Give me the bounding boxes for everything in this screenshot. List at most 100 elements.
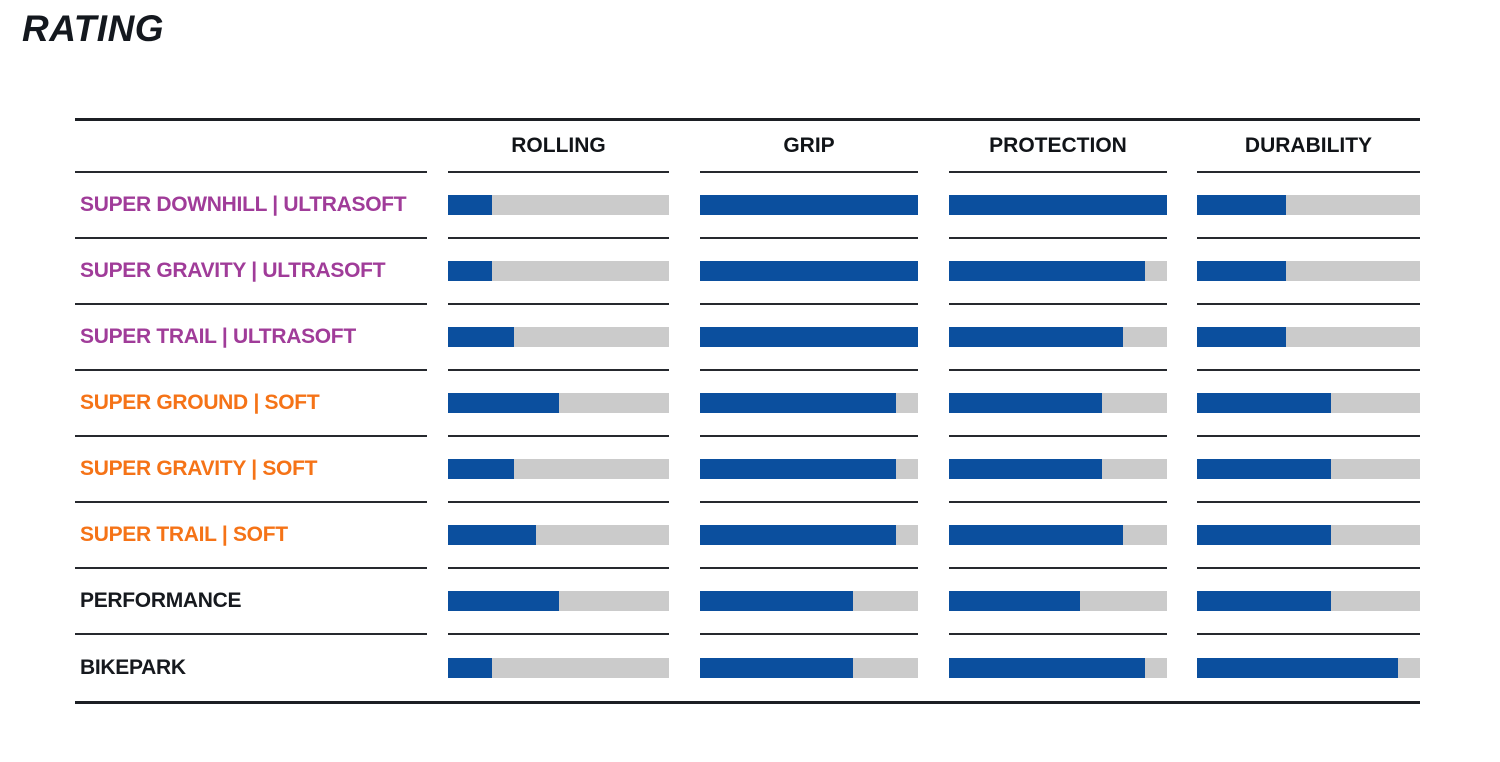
- table-body: SUPER DOWNHILL | ULTRASOFT SUPER GRAVITY …: [75, 173, 1420, 701]
- rating-bar-cell-rolling: [448, 437, 669, 503]
- rating-bar-track: [949, 658, 1167, 678]
- rating-bar-cell-protection: [949, 635, 1167, 701]
- rating-bar-fill: [1197, 591, 1331, 611]
- rating-bar-cell-rolling: [448, 305, 669, 371]
- column-gap: [918, 305, 949, 371]
- rating-bar-track: [949, 591, 1167, 611]
- rating-bar-fill: [700, 591, 853, 611]
- rating-bar-fill: [700, 393, 897, 413]
- rating-bar-track: [700, 658, 918, 678]
- rating-bar-fill: [700, 261, 918, 281]
- rating-bar-track: [700, 393, 918, 413]
- rating-bar-fill: [448, 195, 493, 215]
- row-label: SUPER DOWNHILL | ULTRASOFT: [75, 173, 427, 239]
- rating-bar-cell-grip: [700, 371, 918, 437]
- rating-bar-fill: [700, 658, 853, 678]
- column-gap: [669, 503, 700, 569]
- rating-bar-track: [949, 327, 1167, 347]
- column-gap: [427, 239, 448, 305]
- column-gap: [427, 305, 448, 371]
- row-label: SUPER GRAVITY | SOFT: [75, 437, 427, 503]
- rating-bar-track: [700, 525, 918, 545]
- table-row: SUPER TRAIL | SOFT: [75, 503, 1420, 569]
- rating-bar-cell-durability: [1197, 305, 1420, 371]
- rating-bar-fill: [448, 327, 515, 347]
- column-gap: [1167, 503, 1197, 569]
- rating-bar-track: [448, 393, 669, 413]
- rating-bar-fill: [1197, 261, 1287, 281]
- rating-bar-fill: [700, 195, 918, 215]
- rating-bar-track: [700, 261, 918, 281]
- rating-bar-cell-durability: [1197, 371, 1420, 437]
- column-header-grip: GRIP: [700, 121, 918, 173]
- rating-bar-fill: [1197, 327, 1287, 347]
- rating-bar-fill: [949, 195, 1167, 215]
- column-gap: [427, 173, 448, 239]
- rating-bar-fill: [448, 658, 493, 678]
- rating-bar-cell-rolling: [448, 173, 669, 239]
- rating-bar-track: [1197, 195, 1420, 215]
- rating-bar-track: [1197, 591, 1420, 611]
- column-gap: [1167, 305, 1197, 371]
- rating-bar-track: [1197, 261, 1420, 281]
- rating-bar-fill: [1197, 459, 1331, 479]
- rating-bar-cell-grip: [700, 437, 918, 503]
- rating-bar-cell-durability: [1197, 173, 1420, 239]
- rating-bar-cell-protection: [949, 173, 1167, 239]
- rating-bar-track: [700, 327, 918, 347]
- table-row: SUPER TRAIL | ULTRASOFT: [75, 305, 1420, 371]
- rating-bar-cell-protection: [949, 437, 1167, 503]
- table-bottom-rule: [75, 701, 1420, 704]
- column-gap: [669, 569, 700, 635]
- rating-bar-track: [448, 658, 669, 678]
- column-gap: [918, 371, 949, 437]
- column-gap: [1167, 371, 1197, 437]
- table-row: BIKEPARK: [75, 635, 1420, 701]
- column-gap: [669, 173, 700, 239]
- rating-bar-track: [949, 261, 1167, 281]
- rating-bar-track: [1197, 327, 1420, 347]
- column-gap: [427, 437, 448, 503]
- rating-bar-cell-durability: [1197, 239, 1420, 305]
- rating-bar-fill: [949, 327, 1124, 347]
- rating-bar-track: [448, 195, 669, 215]
- rating-bar-fill: [949, 525, 1124, 545]
- column-gap: [669, 437, 700, 503]
- header-column-gap: [669, 121, 700, 173]
- table-top-rule: [75, 118, 1420, 121]
- rating-bar-track: [448, 327, 669, 347]
- rating-bar-fill: [448, 525, 537, 545]
- column-gap: [1167, 635, 1197, 701]
- rating-bar-fill: [448, 261, 493, 281]
- rating-bar-cell-protection: [949, 503, 1167, 569]
- rating-table: ROLLING GRIP PROTECTION DURABILITY SUPER DO…: [75, 118, 1420, 704]
- column-gap: [669, 371, 700, 437]
- rating-bar-track: [949, 195, 1167, 215]
- rating-bar-track: [700, 459, 918, 479]
- rating-bar-track: [448, 261, 669, 281]
- rating-bar-track: [949, 459, 1167, 479]
- rating-bar-fill: [1197, 393, 1331, 413]
- rating-bar-fill: [949, 393, 1102, 413]
- header-column-gap: [918, 121, 949, 173]
- rating-bar-track: [1197, 393, 1420, 413]
- column-gap: [918, 503, 949, 569]
- rating-bar-fill: [1197, 658, 1398, 678]
- rating-bar-cell-durability: [1197, 503, 1420, 569]
- column-gap: [1167, 173, 1197, 239]
- column-gap: [1167, 437, 1197, 503]
- column-gap: [427, 371, 448, 437]
- rating-bar-track: [700, 195, 918, 215]
- rating-bar-cell-rolling: [448, 635, 669, 701]
- column-gap: [918, 239, 949, 305]
- row-label: SUPER TRAIL | SOFT: [75, 503, 427, 569]
- rating-bar-track: [1197, 525, 1420, 545]
- column-gap: [918, 569, 949, 635]
- column-gap: [669, 635, 700, 701]
- table-row: PERFORMANCE: [75, 569, 1420, 635]
- row-label: BIKEPARK: [80, 656, 186, 679]
- rating-bar-fill: [700, 327, 918, 347]
- rating-bar-track: [448, 459, 669, 479]
- rating-bar-fill: [700, 459, 897, 479]
